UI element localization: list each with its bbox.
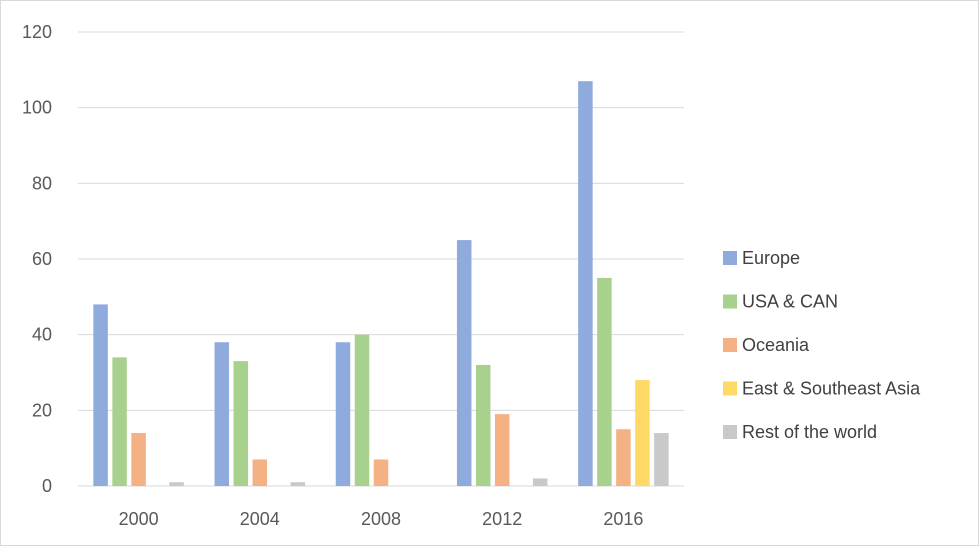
legend: Europe USA & CAN Oceania East & Southeast A… (723, 248, 921, 442)
bar-oceania-2012 (494, 414, 510, 486)
gridlines (78, 31, 684, 487)
legend-item: East & Southeast Asia (723, 379, 921, 399)
bar-europe-2012 (456, 240, 472, 486)
bar-oceania-2016 (616, 429, 631, 486)
x-tick-label: 2008 (361, 509, 401, 529)
y-tick-label: 80 (32, 173, 52, 193)
bar-usa-can-2008 (354, 334, 370, 486)
legend-item: Oceania (723, 335, 810, 355)
legend-swatch (723, 425, 737, 439)
y-tick-label: 100 (22, 98, 52, 118)
bar-europe-2004 (214, 342, 230, 486)
x-tick-label: 2000 (119, 509, 159, 529)
x-tick-label: 2004 (240, 509, 280, 529)
legend-label: Europe (742, 248, 800, 268)
legend-item: USA & CAN (723, 292, 838, 312)
bar-usa-can-2016 (597, 277, 612, 486)
y-axis-tick-labels: 0 20 40 60 80 100 120 (22, 22, 52, 496)
bar-europe-2000 (93, 304, 108, 486)
bar-east-southeast-asia-2016 (635, 380, 650, 486)
legend-label: USA & CAN (742, 292, 838, 312)
bar-europe-2016 (578, 81, 593, 486)
bar-europe-2008 (335, 342, 351, 486)
y-tick-label: 20 (32, 400, 52, 420)
legend-swatch (723, 381, 737, 396)
legend-swatch (723, 294, 737, 309)
legend-label: Rest of the world (742, 422, 877, 442)
legend-label: East & Southeast Asia (742, 379, 921, 399)
legend-swatch (723, 251, 737, 265)
y-tick-label: 40 (32, 325, 52, 345)
bar-rest-of-the-world-2012 (532, 478, 548, 486)
bar-oceania-2008 (373, 459, 389, 486)
y-tick-label: 120 (22, 22, 52, 42)
bar-rest-of-the-world-2004 (290, 482, 306, 486)
legend-swatch (723, 338, 737, 352)
legend-item: Rest of the world (723, 422, 877, 442)
legend-item: Europe (723, 248, 800, 268)
bar-rest-of-the-world-2016 (654, 433, 669, 486)
bar-oceania-2000 (131, 433, 146, 486)
bar-usa-can-2000 (112, 357, 127, 486)
y-tick-label: 60 (32, 249, 52, 269)
legend-label: Oceania (742, 335, 810, 355)
bar-rest-of-the-world-2000 (169, 482, 184, 486)
y-tick-label: 0 (42, 476, 52, 496)
bar-usa-can-2012 (475, 364, 491, 486)
bar-oceania-2004 (252, 459, 268, 486)
bar-usa-can-2004 (233, 361, 249, 486)
bars (93, 81, 669, 486)
x-tick-label: 2012 (482, 509, 522, 529)
x-axis-tick-labels: 2000 2004 2008 2012 2016 (119, 509, 644, 529)
x-tick-label: 2016 (603, 509, 643, 529)
